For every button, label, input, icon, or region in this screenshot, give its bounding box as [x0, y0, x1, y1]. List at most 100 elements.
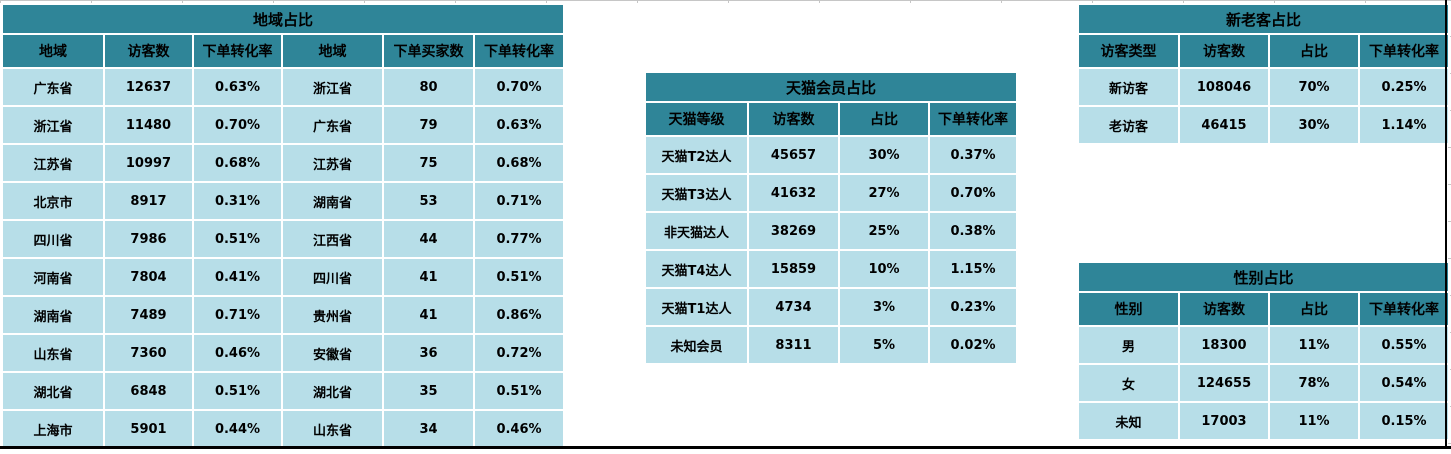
region-cell[interactable]: 江苏省 [281, 143, 384, 183]
region-column-header[interactable]: 下单转化率 [473, 33, 565, 69]
region-cell[interactable]: 0.51% [192, 219, 283, 259]
tmall-cell[interactable]: 0.23% [928, 287, 1018, 327]
visitor-cell[interactable]: 46415 [1178, 105, 1270, 145]
gender-cell[interactable]: 0.15% [1358, 401, 1450, 441]
region-cell[interactable]: 安徽省 [281, 333, 384, 373]
region-cell[interactable]: 75 [382, 143, 475, 183]
region-column-header[interactable]: 地域 [1, 33, 105, 69]
tmall-column-header[interactable]: 占比 [838, 101, 930, 137]
gender-cell[interactable]: 男 [1077, 325, 1180, 365]
gender-cell[interactable]: 0.54% [1358, 363, 1450, 403]
visitor-column-header[interactable]: 占比 [1268, 33, 1360, 69]
region-cell[interactable]: 0.86% [473, 295, 565, 335]
tmall-table-title[interactable]: 天猫会员占比 [644, 71, 1018, 103]
gender-column-header[interactable]: 下单转化率 [1358, 291, 1450, 327]
region-cell[interactable]: 0.41% [192, 257, 283, 297]
region-cell[interactable]: 0.46% [473, 409, 565, 449]
visitor-column-header[interactable]: 访客数 [1178, 33, 1270, 69]
region-cell[interactable]: 广东省 [1, 67, 105, 107]
region-cell[interactable]: 5901 [103, 409, 194, 449]
visitor-cell[interactable]: 老访客 [1077, 105, 1180, 145]
gender-cell[interactable]: 0.55% [1358, 325, 1450, 365]
region-column-header[interactable]: 下单转化率 [192, 33, 283, 69]
tmall-cell[interactable]: 10% [838, 249, 930, 289]
region-cell[interactable]: 7489 [103, 295, 194, 335]
tmall-cell[interactable]: 27% [838, 173, 930, 213]
region-cell[interactable]: 0.51% [192, 371, 283, 411]
region-cell[interactable]: 山东省 [281, 409, 384, 449]
region-column-header[interactable]: 访客数 [103, 33, 194, 69]
region-cell[interactable]: 80 [382, 67, 475, 107]
tmall-cell[interactable]: 15859 [747, 249, 840, 289]
region-cell[interactable]: 12637 [103, 67, 194, 107]
region-cell[interactable]: 四川省 [281, 257, 384, 297]
visitor-table-title[interactable]: 新老客占比 [1077, 3, 1450, 35]
region-cell[interactable]: 上海市 [1, 409, 105, 449]
region-cell[interactable]: 0.31% [192, 181, 283, 221]
region-cell[interactable]: 6848 [103, 371, 194, 411]
gender-cell[interactable]: 11% [1268, 401, 1360, 441]
region-cell[interactable]: 36 [382, 333, 475, 373]
visitor-column-header[interactable]: 访客类型 [1077, 33, 1180, 69]
region-cell[interactable]: 0.70% [473, 67, 565, 107]
region-cell[interactable]: 44 [382, 219, 475, 259]
region-cell[interactable]: 0.46% [192, 333, 283, 373]
region-cell[interactable]: 53 [382, 181, 475, 221]
visitor-cell[interactable]: 30% [1268, 105, 1360, 145]
visitor-cell[interactable]: 1.14% [1358, 105, 1450, 145]
tmall-cell[interactable]: 非天猫达人 [644, 211, 749, 251]
tmall-cell[interactable]: 38269 [747, 211, 840, 251]
region-cell[interactable]: 北京市 [1, 181, 105, 221]
tmall-cell[interactable]: 4734 [747, 287, 840, 327]
region-cell[interactable]: 0.51% [473, 257, 565, 297]
region-cell[interactable]: 山东省 [1, 333, 105, 373]
tmall-cell[interactable]: 30% [838, 135, 930, 175]
visitor-cell[interactable]: 108046 [1178, 67, 1270, 107]
gender-cell[interactable]: 124655 [1178, 363, 1270, 403]
tmall-cell[interactable]: 1.15% [928, 249, 1018, 289]
gender-cell[interactable]: 女 [1077, 363, 1180, 403]
gender-column-header[interactable]: 访客数 [1178, 291, 1270, 327]
region-cell[interactable]: 34 [382, 409, 475, 449]
region-cell[interactable]: 0.77% [473, 219, 565, 259]
region-cell[interactable]: 0.71% [192, 295, 283, 335]
visitor-cell[interactable]: 70% [1268, 67, 1360, 107]
tmall-cell[interactable]: 8311 [747, 325, 840, 365]
region-cell[interactable]: 41 [382, 257, 475, 297]
tmall-cell[interactable]: 45657 [747, 135, 840, 175]
region-cell[interactable]: 广东省 [281, 105, 384, 145]
gender-cell[interactable]: 17003 [1178, 401, 1270, 441]
region-cell[interactable]: 7986 [103, 219, 194, 259]
tmall-cell[interactable]: 25% [838, 211, 930, 251]
region-cell[interactable]: 河南省 [1, 257, 105, 297]
region-cell[interactable]: 8917 [103, 181, 194, 221]
tmall-cell[interactable]: 5% [838, 325, 930, 365]
gender-cell[interactable]: 11% [1268, 325, 1360, 365]
region-cell[interactable]: 7360 [103, 333, 194, 373]
tmall-cell[interactable]: 0.02% [928, 325, 1018, 365]
region-cell[interactable]: 湖南省 [1, 295, 105, 335]
tmall-cell[interactable]: 41632 [747, 173, 840, 213]
region-cell[interactable]: 湖北省 [1, 371, 105, 411]
tmall-cell[interactable]: 0.37% [928, 135, 1018, 175]
region-cell[interactable]: 浙江省 [1, 105, 105, 145]
region-cell[interactable]: 0.63% [473, 105, 565, 145]
region-cell[interactable]: 江苏省 [1, 143, 105, 183]
gender-cell[interactable]: 18300 [1178, 325, 1270, 365]
region-cell[interactable]: 湖北省 [281, 371, 384, 411]
tmall-cell[interactable]: 3% [838, 287, 930, 327]
region-cell[interactable]: 四川省 [1, 219, 105, 259]
tmall-cell[interactable]: 0.38% [928, 211, 1018, 251]
tmall-cell[interactable]: 天猫T3达人 [644, 173, 749, 213]
region-cell[interactable]: 79 [382, 105, 475, 145]
region-cell[interactable]: 41 [382, 295, 475, 335]
region-cell[interactable]: 0.70% [192, 105, 283, 145]
tmall-cell[interactable]: 未知会员 [644, 325, 749, 365]
visitor-column-header[interactable]: 下单转化率 [1358, 33, 1450, 69]
region-cell[interactable]: 0.68% [192, 143, 283, 183]
visitor-cell[interactable]: 新访客 [1077, 67, 1180, 107]
visitor-cell[interactable]: 0.25% [1358, 67, 1450, 107]
gender-cell[interactable]: 78% [1268, 363, 1360, 403]
region-cell[interactable]: 0.51% [473, 371, 565, 411]
gender-column-header[interactable]: 性别 [1077, 291, 1180, 327]
